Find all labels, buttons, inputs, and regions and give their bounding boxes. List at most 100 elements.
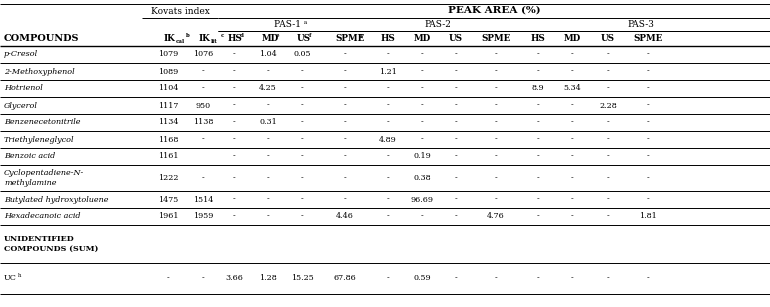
Text: -: - [607,274,609,282]
Text: -: - [202,135,204,143]
Text: -: - [233,84,236,92]
Text: -: - [343,196,346,204]
Text: c: c [221,33,224,38]
Text: -: - [647,153,649,161]
Text: -: - [202,68,204,76]
Text: f: f [309,33,312,38]
Text: lit: lit [211,39,218,44]
Text: -: - [266,102,269,110]
Text: -: - [537,174,539,182]
Text: -: - [607,50,609,59]
Text: -: - [647,68,649,76]
Text: -: - [233,135,236,143]
Text: PAS-1 ᵃ: PAS-1 ᵃ [274,20,308,29]
Text: HS: HS [380,34,395,43]
Text: 1961: 1961 [158,212,178,220]
Text: Benzenecetonitrile: Benzenecetonitrile [4,119,81,126]
Text: -: - [494,68,497,76]
Text: IK: IK [199,34,211,43]
Text: US: US [449,34,463,43]
Text: -: - [607,135,609,143]
Text: 1079: 1079 [158,50,178,59]
Text: -: - [420,68,424,76]
Text: p-Cresol: p-Cresol [4,50,39,59]
Text: 15.25: 15.25 [290,274,313,282]
Text: -: - [343,102,346,110]
Text: 1076: 1076 [192,50,213,59]
Text: -: - [571,135,574,143]
Text: -: - [454,196,457,204]
Text: methylamine: methylamine [4,179,56,187]
Text: 2-Methoxyphenol: 2-Methoxyphenol [4,68,75,76]
Text: Glycerol: Glycerol [4,102,38,110]
Text: -: - [233,119,236,126]
Text: -: - [647,50,649,59]
Text: UC: UC [4,274,17,282]
Text: h: h [18,273,22,278]
Text: -: - [454,68,457,76]
Text: -: - [571,153,574,161]
Text: -: - [454,174,457,182]
Text: -: - [266,196,269,204]
Text: e: e [276,33,280,38]
Text: 0.59: 0.59 [413,274,430,282]
Text: -: - [537,196,539,204]
Text: IK: IK [164,34,176,43]
Text: -: - [571,119,574,126]
Text: -: - [454,153,457,161]
Text: -: - [343,84,346,92]
Text: 2.28: 2.28 [599,102,617,110]
Text: cal: cal [176,39,185,44]
Text: US: US [601,34,615,43]
Text: 1104: 1104 [158,84,178,92]
Text: 1089: 1089 [158,68,178,76]
Text: -: - [494,50,497,59]
Text: -: - [454,212,457,220]
Text: -: - [266,135,269,143]
Text: 1168: 1168 [158,135,178,143]
Text: -: - [537,135,539,143]
Text: -: - [300,212,303,220]
Text: -: - [537,212,539,220]
Text: -: - [233,196,236,204]
Text: -: - [494,119,497,126]
Text: 1475: 1475 [158,196,178,204]
Text: 1959: 1959 [192,212,213,220]
Text: UNIDENTIFIED: UNIDENTIFIED [4,235,75,243]
Text: -: - [202,84,204,92]
Text: -: - [387,153,390,161]
Text: MD: MD [262,34,280,43]
Text: -: - [454,50,457,59]
Text: -: - [233,102,236,110]
Text: SPME: SPME [633,34,663,43]
Text: SPME: SPME [335,34,364,43]
Text: -: - [387,274,390,282]
Text: -: - [420,212,424,220]
Text: 1222: 1222 [158,174,178,182]
Text: -: - [494,84,497,92]
Text: -: - [537,119,539,126]
Text: Kovats index: Kovats index [151,6,209,15]
Text: -: - [343,153,346,161]
Text: 5.34: 5.34 [563,84,581,92]
Text: -: - [571,274,574,282]
Text: -: - [607,119,609,126]
Text: -: - [387,174,390,182]
Text: 4.46: 4.46 [336,212,354,220]
Text: 1.04: 1.04 [259,50,277,59]
Text: 950: 950 [196,102,210,110]
Text: 0.38: 0.38 [413,174,430,182]
Text: MD: MD [413,34,430,43]
Text: -: - [571,102,574,110]
Text: -: - [537,68,539,76]
Text: Benzoic acid: Benzoic acid [4,153,55,161]
Text: -: - [387,196,390,204]
Text: -: - [607,68,609,76]
Text: -: - [537,274,539,282]
Text: g: g [359,33,363,38]
Text: -: - [300,153,303,161]
Text: 1.28: 1.28 [259,274,277,282]
Text: -: - [454,84,457,92]
Text: PEAK AREA (%): PEAK AREA (%) [447,6,541,14]
Text: -: - [607,84,609,92]
